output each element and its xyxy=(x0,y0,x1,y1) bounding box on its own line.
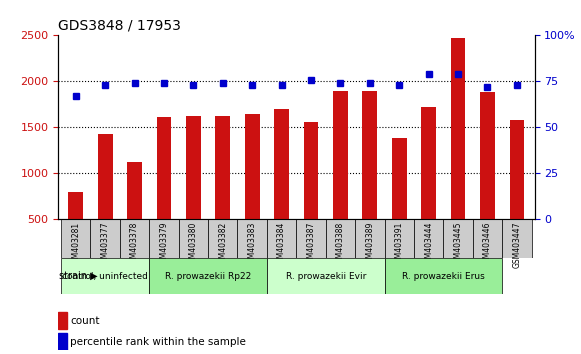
FancyBboxPatch shape xyxy=(385,219,414,258)
Bar xyxy=(127,162,142,266)
Bar xyxy=(363,91,377,266)
Text: control, uninfected: control, uninfected xyxy=(62,272,148,281)
Text: GDS3848 / 17953: GDS3848 / 17953 xyxy=(58,19,181,33)
Bar xyxy=(304,122,318,266)
Bar xyxy=(216,116,230,266)
Text: GSM403391: GSM403391 xyxy=(394,222,404,268)
Text: R. prowazekii Erus: R. prowazekii Erus xyxy=(402,272,485,281)
FancyBboxPatch shape xyxy=(443,219,473,258)
Text: R. prowazekii Evir: R. prowazekii Evir xyxy=(285,272,366,281)
FancyBboxPatch shape xyxy=(61,258,149,294)
Bar xyxy=(333,91,348,266)
FancyBboxPatch shape xyxy=(355,219,385,258)
Text: GSM403446: GSM403446 xyxy=(483,222,492,268)
FancyBboxPatch shape xyxy=(208,219,238,258)
Text: GSM403382: GSM403382 xyxy=(218,222,227,268)
Bar xyxy=(274,109,289,266)
FancyBboxPatch shape xyxy=(91,219,120,258)
Text: GSM403377: GSM403377 xyxy=(101,222,110,268)
Bar xyxy=(421,107,436,266)
Text: GSM403444: GSM403444 xyxy=(424,222,433,268)
Bar xyxy=(69,192,83,266)
Text: GSM403384: GSM403384 xyxy=(277,222,286,268)
Bar xyxy=(392,138,407,266)
Text: GSM403380: GSM403380 xyxy=(189,222,198,268)
Text: R. prowazekii Rp22: R. prowazekii Rp22 xyxy=(165,272,251,281)
FancyBboxPatch shape xyxy=(120,219,149,258)
Bar xyxy=(510,120,524,266)
FancyBboxPatch shape xyxy=(149,258,267,294)
Bar xyxy=(186,116,200,266)
Bar xyxy=(58,333,67,350)
Bar xyxy=(245,114,260,266)
FancyBboxPatch shape xyxy=(296,219,326,258)
Text: GSM403383: GSM403383 xyxy=(248,222,257,268)
FancyBboxPatch shape xyxy=(473,219,502,258)
Text: GSM403447: GSM403447 xyxy=(512,222,521,268)
Text: percentile rank within the sample: percentile rank within the sample xyxy=(70,337,246,347)
Text: count: count xyxy=(70,316,99,326)
Bar xyxy=(157,117,171,266)
Text: GSM403281: GSM403281 xyxy=(71,222,80,268)
Text: GSM403387: GSM403387 xyxy=(307,222,315,268)
Bar xyxy=(98,134,113,266)
Bar xyxy=(451,38,465,266)
FancyBboxPatch shape xyxy=(414,219,443,258)
Text: GSM403389: GSM403389 xyxy=(365,222,374,268)
Text: GSM403445: GSM403445 xyxy=(454,222,462,268)
FancyBboxPatch shape xyxy=(61,219,91,258)
Text: GSM403379: GSM403379 xyxy=(159,222,168,268)
Text: GSM403388: GSM403388 xyxy=(336,222,345,268)
Bar xyxy=(58,312,67,329)
Text: GSM403378: GSM403378 xyxy=(130,222,139,268)
FancyBboxPatch shape xyxy=(267,219,296,258)
FancyBboxPatch shape xyxy=(238,219,267,258)
FancyBboxPatch shape xyxy=(149,219,179,258)
FancyBboxPatch shape xyxy=(179,219,208,258)
Bar xyxy=(480,92,495,266)
FancyBboxPatch shape xyxy=(385,258,502,294)
FancyBboxPatch shape xyxy=(267,258,385,294)
FancyBboxPatch shape xyxy=(502,219,532,258)
Text: strain ▶: strain ▶ xyxy=(59,271,97,281)
FancyBboxPatch shape xyxy=(326,219,355,258)
